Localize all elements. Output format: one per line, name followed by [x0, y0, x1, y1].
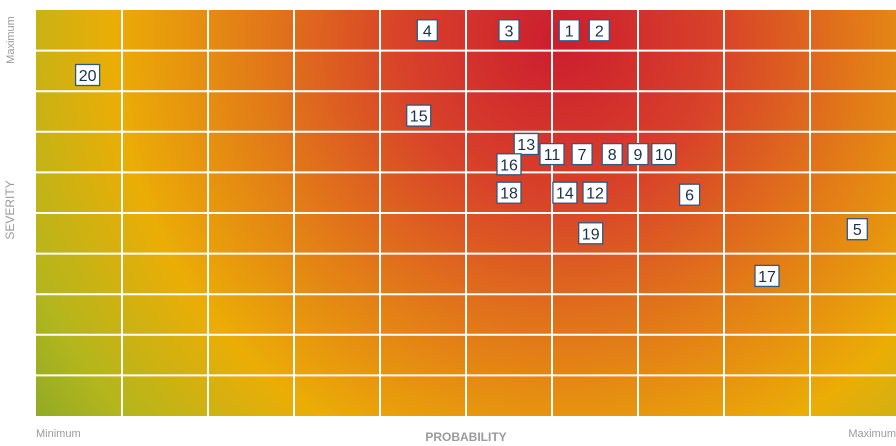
risk-marker-label: 13 [517, 137, 535, 154]
risk-marker-label: 18 [500, 186, 518, 203]
risk-marker-15: 15 [406, 104, 432, 127]
risk-marker-box [496, 153, 522, 176]
risk-marker-label: 5 [853, 222, 862, 239]
risk-marker-label: 16 [500, 157, 518, 174]
y-axis-max-label: Maximum [5, 16, 17, 64]
risk-marker-3: 3 [498, 19, 520, 42]
x-axis-label: PROBABILITY [425, 430, 506, 444]
risk-marker-17: 17 [754, 264, 780, 288]
risk-marker-box [74, 63, 101, 87]
risk-marker-6: 6 [678, 183, 701, 206]
risk-marker-label: 15 [410, 109, 428, 126]
risk-marker-5: 5 [846, 218, 868, 241]
x-axis-max-label: Maximum [848, 428, 896, 440]
risk-marker-box [588, 19, 610, 42]
risk-marker-label: 14 [556, 186, 574, 203]
risk-marker-box [552, 181, 578, 204]
risk-marker-11: 11 [539, 142, 565, 166]
risk-marker-2: 2 [588, 19, 610, 42]
risk-marker-label: 7 [578, 147, 587, 164]
risk-marker-label: 8 [608, 147, 617, 164]
risk-marker-box [846, 218, 868, 241]
risk-marker-7: 7 [571, 142, 593, 166]
risk-marker-box [496, 181, 522, 204]
risk-marker-label: 4 [423, 23, 432, 40]
risk-marker-20: 20 [74, 63, 101, 87]
risk-marker-box [582, 181, 608, 204]
risk-marker-label: 6 [685, 188, 694, 205]
risk-marker-12: 12 [582, 181, 608, 204]
risk-marker-8: 8 [601, 142, 623, 166]
risk-marker-label: 1 [565, 23, 574, 40]
risk-marker-box [539, 142, 565, 166]
risk-marker-label: 3 [505, 23, 514, 40]
grid-lines [36, 10, 896, 416]
y-axis-label: SEVERITY [3, 180, 17, 239]
risk-marker-18: 18 [496, 181, 522, 204]
risk-marker-label: 11 [544, 147, 561, 164]
risk-marker-label: 9 [634, 147, 643, 164]
risk-marker-19: 19 [578, 222, 604, 245]
risk-marker-label: 20 [79, 68, 97, 85]
risk-marker-box [651, 142, 677, 166]
risk-marker-box [627, 142, 649, 166]
risk-marker-box [678, 183, 701, 206]
risk-marker-label: 12 [586, 186, 604, 203]
risk-marker-label: 2 [595, 23, 604, 40]
risk-marker-16: 16 [496, 153, 522, 176]
risk-marker-box [513, 132, 539, 156]
risk-marker-13: 13 [513, 132, 539, 156]
risk-marker-10: 10 [651, 142, 677, 166]
risk-marker-1: 1 [558, 19, 580, 42]
risk-marker-9: 9 [627, 142, 649, 166]
risk-marker-14: 14 [552, 181, 578, 204]
risk-marker-box [578, 222, 604, 245]
x-axis-min-label: Minimum [36, 428, 81, 440]
risk-marker-box [558, 19, 580, 42]
risk-marker-box [406, 104, 432, 127]
risk-marker-label: 10 [655, 147, 673, 164]
risk-marker-label: 19 [582, 226, 600, 243]
risk-marker-box [601, 142, 623, 166]
risk-marker-4: 4 [416, 19, 438, 42]
risk-marker-box [754, 264, 780, 288]
risk-marker-label: 17 [758, 269, 776, 286]
risk-marker-box [571, 142, 593, 166]
risk-marker-box [416, 19, 438, 42]
risk-marker-box [498, 19, 520, 42]
